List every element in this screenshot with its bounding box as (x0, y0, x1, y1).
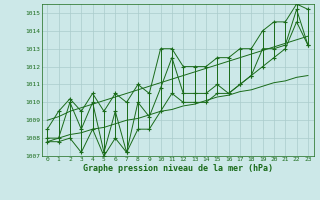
X-axis label: Graphe pression niveau de la mer (hPa): Graphe pression niveau de la mer (hPa) (83, 164, 273, 173)
